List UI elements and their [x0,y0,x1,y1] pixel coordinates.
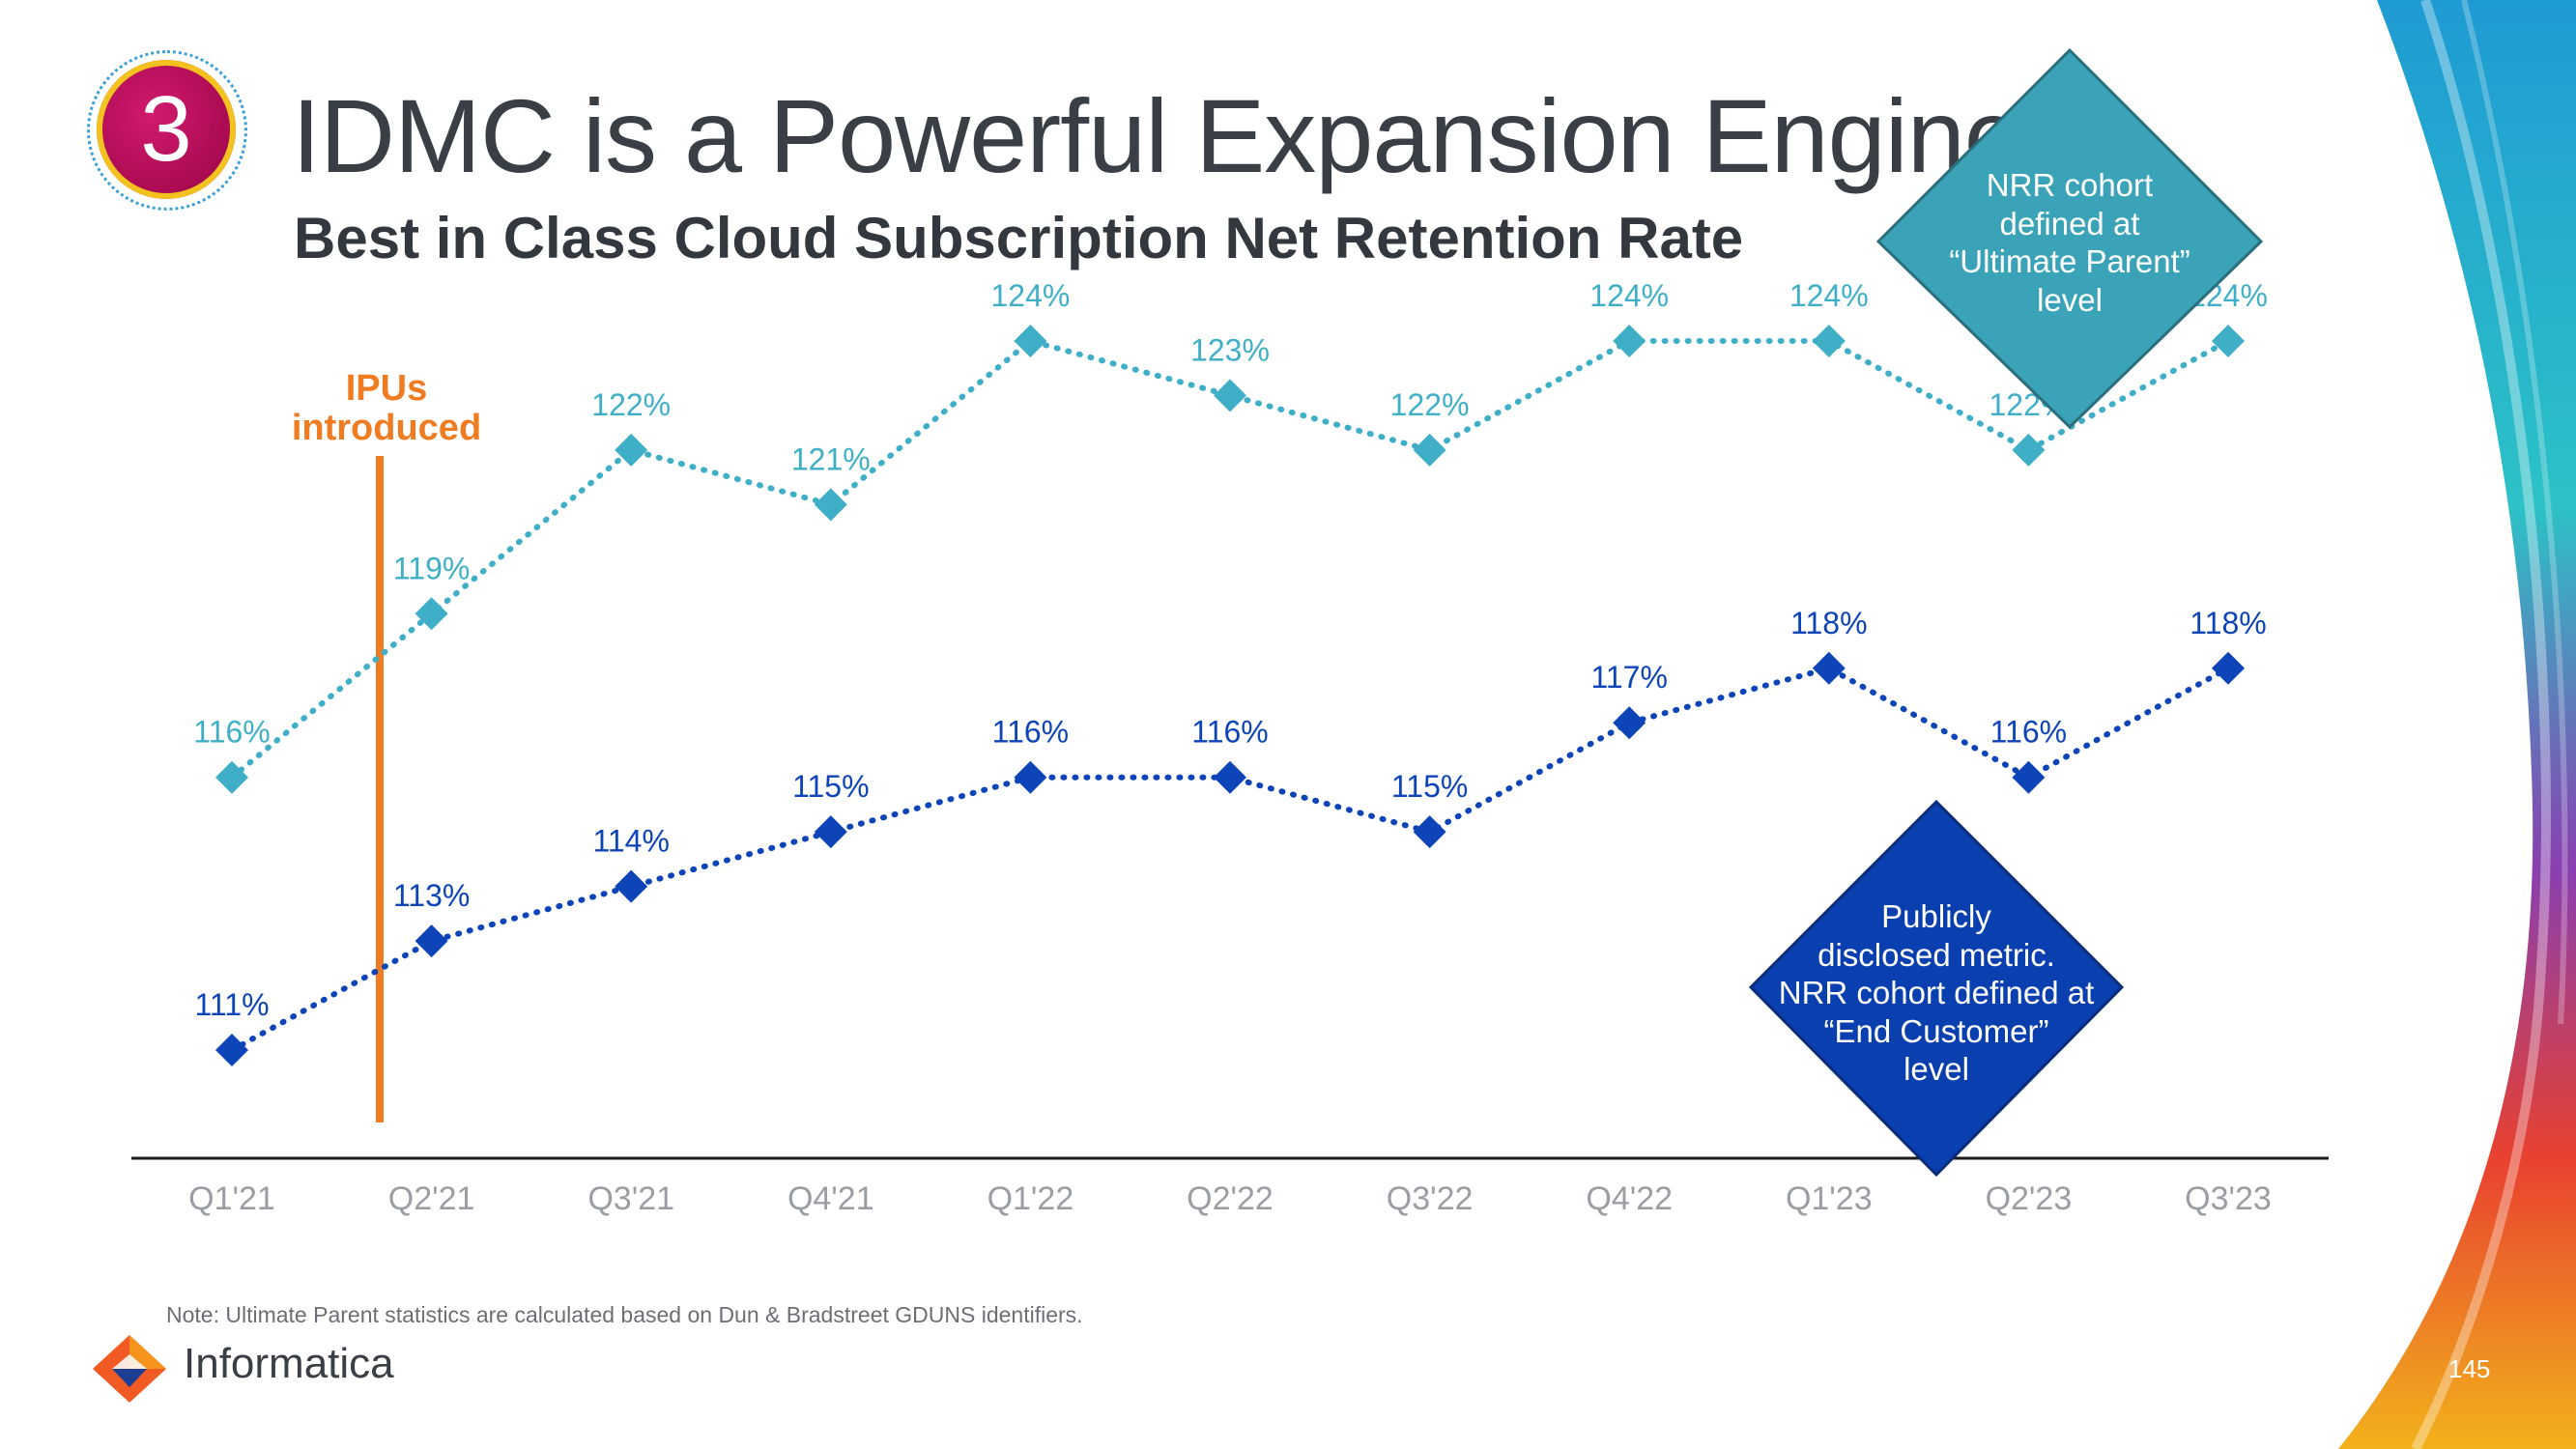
slide-subtitle: Best in Class Cloud Subscription Net Ret… [294,206,1744,270]
ultimate-parent-callout-line-2: defined at [2000,206,2140,242]
decorative-swirl-graphic [2338,0,2576,1449]
end-customer-data-label-9: 118% [1790,606,1867,640]
end-customer-callout-line-2: disclosed metric. [1818,937,2055,973]
ultimate-parent-point-3 [615,433,648,467]
ultimate-parent-point-7 [1413,433,1446,467]
badge-ring [87,50,247,211]
end-customer-callout-line-5: level [1903,1051,1969,1087]
x-tick-label-10: Q2'23 [1986,1180,2073,1217]
ultimate-parent-data-label-5: 124% [990,278,1070,313]
ultimate-parent-data-label-6: 123% [1190,332,1270,367]
section-number-badge: 3 [87,50,247,211]
ultimate-parent-callout-line-4: level [2037,282,2103,318]
ipu-annotation-line-2: introduced [292,408,481,448]
x-tick-label-9: Q1'23 [1786,1180,1873,1217]
end-customer-series-line [229,665,2231,1054]
ultimate-parent-callout-line-3: “Ultimate Parent” [1949,243,2190,279]
end-customer-data-label-8: 117% [1590,660,1667,695]
end-customer-point-11 [2212,651,2245,685]
end-customer-data-label-7: 115% [1391,769,1468,804]
end-customer-callout-diamond [1748,799,2125,1178]
ultimate-parent-point-6 [1214,379,1246,412]
page-number: 145 [2448,1354,2491,1383]
series-layer: 116%119%122%121%124%123%122%124% 124%122%… [193,278,2268,1067]
ultimate-parent-callout-diamond [1875,47,2264,430]
end-customer-callout-line-3: NRR cohort defined at [1779,975,2095,1010]
end-customer-data-label-4: 115% [792,769,869,804]
ipu-annotation-line-1: IPUs [346,368,427,409]
ultimate-parent-callout: NRR cohort defined at “Ultimate Parent” … [1875,47,2264,430]
ultimate-parent-point-11 [2212,324,2245,357]
ultimate-parent-data-label-7: 122% [1390,387,1470,422]
end-customer-callout: Publicly disclosed metric. NRR cohort de… [1748,799,2125,1178]
ultimate-parent-data-label-9: 124% [1789,278,1869,313]
footnote: Note: Ultimate Parent statistics are cal… [166,1302,1083,1327]
informatica-logo-text: Informatica [184,1340,394,1387]
end-customer-data-label-1: 111% [194,987,269,1022]
end-customer-point-8 [1613,706,1646,740]
ultimate-parent-data-label-4: 121% [791,441,871,476]
x-tick-label-11: Q3'23 [2185,1180,2272,1217]
x-tick-label-6: Q2'22 [1187,1180,1274,1217]
x-tick-label-4: Q4'21 [787,1180,874,1217]
end-customer-point-10 [2012,760,2046,794]
end-customer-point-4 [814,815,847,849]
ultimate-parent-point-5 [1014,324,1047,357]
informatica-logo-icon [93,1335,166,1403]
x-tick-labels: Q1'21 Q2'21 Q3'21 Q4'21 Q1'22 Q2'22 Q3'22 Q4'22… [188,1180,2272,1217]
end-customer-callout-line-1: Publicly [1881,898,1991,934]
ultimate-parent-point-1 [215,760,248,794]
ultimate-parent-data-label-3: 122% [591,387,671,422]
end-customer-data-label-11: 118% [2190,606,2266,640]
end-customer-data-label-3: 114% [592,824,669,859]
badge-disc [97,60,236,199]
x-tick-label-1: Q1'21 [188,1180,275,1217]
end-customer-data-label-2: 113% [393,878,470,913]
ultimate-parent-point-4 [814,488,847,522]
ultimate-parent-data-label-2: 119% [393,551,470,585]
end-customer-point-3 [615,869,648,903]
end-customer-data-label-10: 116% [1990,715,2067,750]
ultimate-parent-point-10 [2012,433,2046,467]
x-tick-label-2: Q2'21 [388,1180,475,1217]
ultimate-parent-point-8 [1613,324,1646,357]
end-customer-point-6 [1214,760,1246,794]
end-customer-point-1 [215,1034,248,1067]
end-customer-data-label-5: 116% [992,715,1069,750]
ultimate-parent-point-9 [1812,324,1846,357]
ultimate-parent-series-line [229,337,2231,781]
end-customer-data-label-6: 116% [1191,715,1268,750]
end-customer-point-2 [415,924,448,958]
ultimate-parent-data-label-8: 124% [1589,278,1669,313]
x-tick-label-5: Q1'22 [987,1180,1074,1217]
ultimate-parent-data-label-1: 116% [193,715,270,750]
end-customer-callout-line-4: “End Customer” [1824,1013,2049,1049]
x-tick-label-7: Q3'22 [1387,1180,1474,1217]
ultimate-parent-point-2 [415,597,448,631]
ultimate-parent-callout-line-1: NRR cohort [1987,167,2153,203]
end-customer-point-7 [1413,815,1446,849]
x-tick-label-8: Q4'22 [1586,1180,1673,1217]
section-number: 3 [140,77,192,181]
x-tick-label-3: Q3'21 [587,1180,674,1217]
end-customer-point-5 [1014,760,1047,794]
slide-title: IDMC is a Powerful Expansion Engine [292,77,2022,194]
end-customer-point-9 [1812,651,1846,685]
